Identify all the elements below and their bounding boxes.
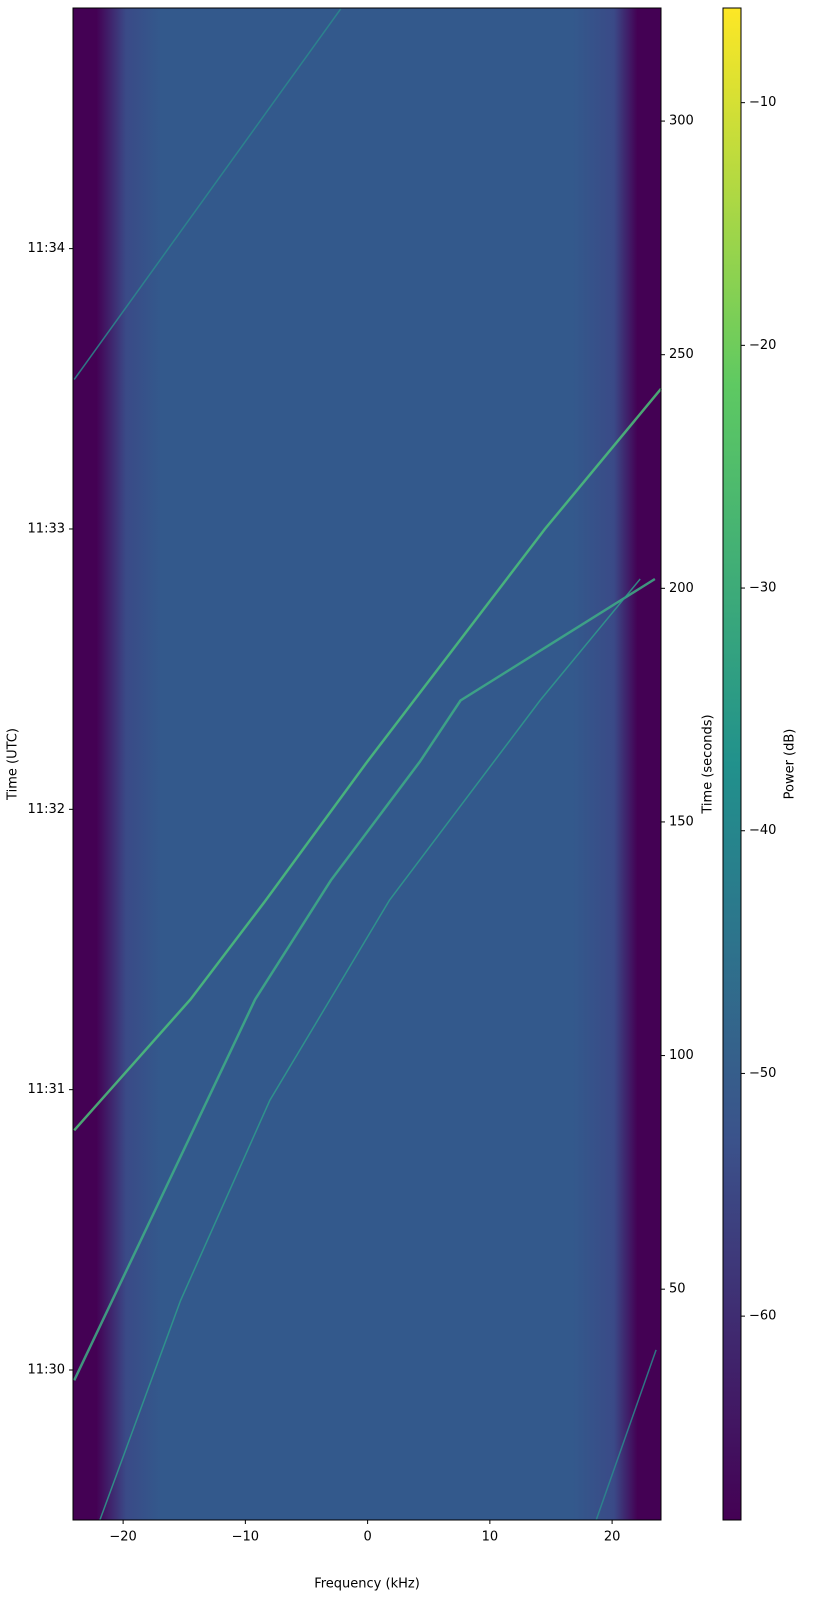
y-tick-label: 11:30	[28, 1363, 65, 1378]
y2-tick-label: 50	[669, 1282, 686, 1297]
x-axis-title: Frequency (kHz)	[314, 1577, 420, 1592]
colorbar-tick-label: −50	[749, 1066, 776, 1081]
y-tick-label: 11:34	[28, 241, 65, 256]
y-tick-label: 11:31	[28, 1082, 65, 1097]
y2-tick-label: 250	[669, 347, 694, 362]
colorbar-title: Power (dB)	[783, 729, 798, 800]
signal-trace	[73, 388, 662, 1132]
colorbar-tick-label: −30	[749, 581, 776, 596]
y2-tick-label: 200	[669, 581, 694, 596]
signal-trace	[73, 577, 656, 1381]
y-axis-title: Time (UTC)	[6, 728, 21, 801]
x-tick-label: 20	[604, 1530, 621, 1545]
x-tick-label: −10	[232, 1530, 259, 1545]
colorbar-tick-label: −10	[749, 95, 776, 110]
traces	[73, 8, 662, 1521]
signal-trace	[99, 578, 641, 1521]
y2-tick-label: 150	[669, 814, 694, 829]
x-tick-label: 0	[363, 1530, 371, 1545]
colorbar-tick-label: −60	[749, 1309, 776, 1324]
x-tick-label: −20	[109, 1530, 136, 1545]
y2-tick-label: 100	[669, 1048, 694, 1063]
y-tick-label: 11:32	[28, 802, 65, 817]
y2-axis-title: Time (seconds)	[701, 714, 716, 814]
y2-tick-label: 300	[669, 114, 694, 129]
colorbar	[722, 7, 742, 1521]
colorbar-tick-label: −20	[749, 338, 776, 353]
x-tick-label: 10	[482, 1530, 499, 1545]
y-tick-label: 11:33	[28, 521, 65, 536]
plot-frame	[72, 7, 662, 1521]
signal-trace	[595, 1349, 657, 1521]
signal-trace	[73, 8, 342, 380]
colorbar-tick-label: −40	[749, 823, 776, 838]
